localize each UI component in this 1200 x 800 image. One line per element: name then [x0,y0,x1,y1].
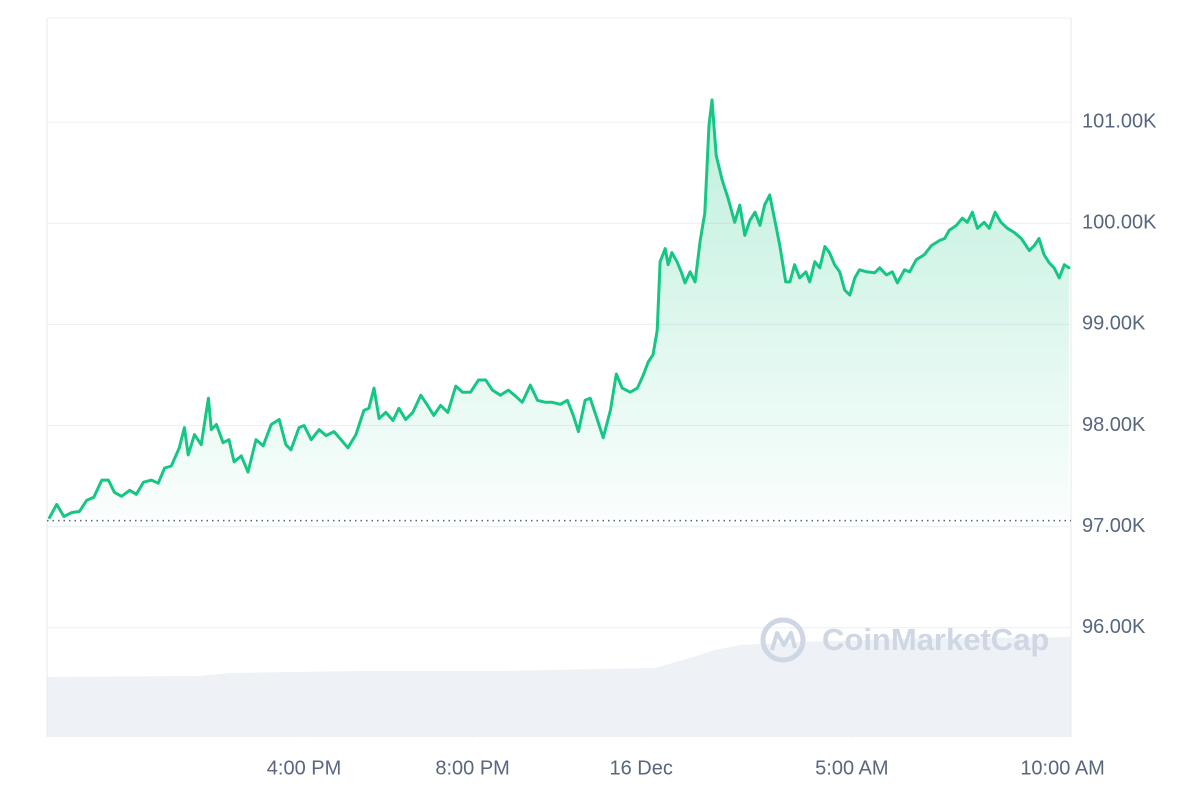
y-tick-label: 96.00K [1082,616,1146,638]
watermark: CoinMarketCap [760,617,1049,663]
y-tick-label: 98.00K [1082,414,1146,436]
x-tick-label: 10:00 AM [1020,757,1105,779]
x-tick-label: 8:00 PM [435,757,509,779]
volume-area [47,637,1071,737]
watermark-logo-m [770,631,797,651]
y-tick-label: 101.00K [1082,110,1157,132]
watermark-text: CoinMarketCap [822,622,1049,657]
y-tick-label: 97.00K [1082,515,1146,537]
x-tick-label: 16 Dec [609,757,672,779]
marks [47,98,1071,522]
y-tick-label: 99.00K [1082,313,1146,335]
x-tick-label: 4:00 PM [267,757,341,779]
labels: 96.00K 97.00K 98.00K 99.00K 100.00K 101.00K 4:… [267,110,1157,779]
x-tick-label: 5:00 AM [815,757,888,779]
y-tick-label: 100.00K [1082,212,1157,234]
price-line [48,98,1071,520]
price-area [49,99,1069,521]
watermark-logo [760,617,806,663]
